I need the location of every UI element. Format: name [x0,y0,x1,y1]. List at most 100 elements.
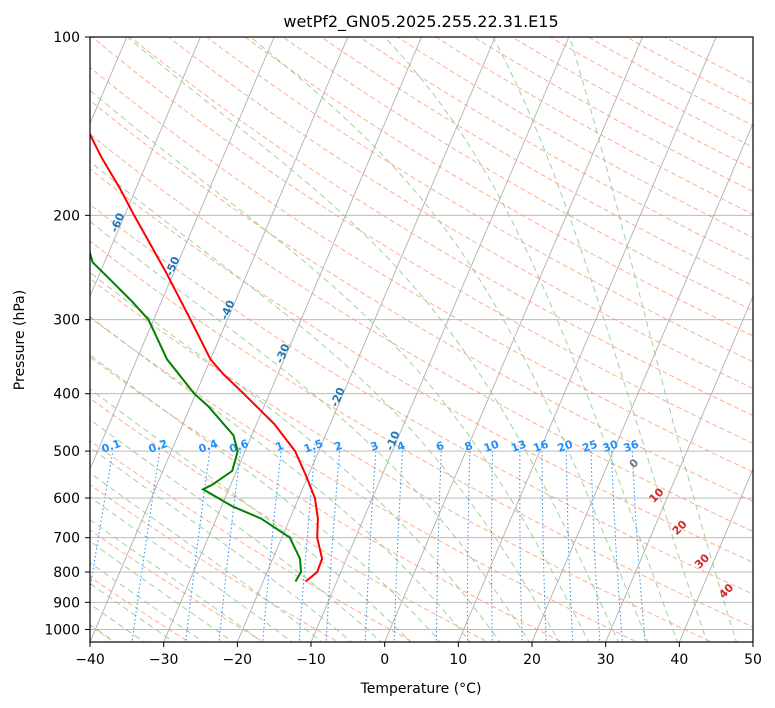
mixing-ratio-label: 13 [509,438,528,455]
mixing-ratio-line [364,451,377,642]
y-tick-label: 200 [53,208,80,224]
mixing-ratio-label: 36 [622,438,641,456]
mixing-ratio-line [491,451,494,642]
isotherm-line [384,37,643,642]
y-tick-label: 300 [53,313,80,329]
mixing-ratio-label: 10 [482,438,501,456]
moist-adiabat-label: 30 [692,551,712,571]
moist-adiabat-label: 40 [716,581,736,601]
profile-lines [90,132,324,583]
isotherm-line [752,640,753,642]
y-tick-label: 800 [53,565,80,581]
mixing-ratio-line [435,451,442,642]
dewpoint-profile-line [90,249,303,583]
x-tick-label: 30 [597,652,615,668]
moist-adiabat-line [90,446,353,642]
dry-adiabat-line [90,397,489,642]
mixing-ratio-label: 30 [601,438,620,456]
x-axis-label: Temperature (°C) [360,681,482,697]
x-tick-label: 40 [670,652,688,668]
mixing-ratio-line [590,451,601,642]
mixing-ratio-label: 25 [580,438,599,455]
y-tick-label: 900 [53,595,80,611]
dry-adiabat-line [549,37,753,148]
x-tick-label: 20 [523,652,541,668]
y-axis-ticks: 100 200 300 400 500 600 700 800 900 1000 [44,30,90,638]
dry-adiabat-line [320,37,753,287]
mixing-ratio-line [218,451,241,642]
mixing-ratio-label: 1.5 [302,437,325,456]
mixing-ratio-label: 4 [395,439,407,454]
y-tick-label: 1000 [44,622,80,638]
mixing-ratio-label: 0.4 [197,437,220,456]
x-tick-label: 50 [744,652,762,668]
mixing-ratio-label: 2 [332,439,344,454]
y-axis-label: Pressure (hPa) [12,290,28,390]
moist-adiabat-label: 0 [627,456,642,471]
isotherm-line [90,37,201,298]
mixing-ratio-line [185,451,211,642]
isotherm-line [90,37,349,642]
dry-adiabat-line [90,576,190,642]
moist-adiabat-line [127,37,619,642]
moist-adiabat-line [569,37,738,642]
isotherm-line [678,467,753,642]
moist-adiabat-line [90,388,412,642]
x-tick-label: −10 [296,652,326,668]
moist-adiabat-line [90,220,531,642]
x-axis-ticks: −40 −30 −20 −10 0 10 20 30 40 50 [75,642,762,668]
dry-adiabat-line [587,37,753,127]
dry-adiabat-line [90,356,564,642]
dry-adiabat-line [90,278,713,642]
isotherm-line [163,37,422,642]
mixing-ratio-line [565,451,574,642]
mixing-ratio-label: 1 [274,439,286,454]
mixing-ratio-label: 0.6 [228,437,251,456]
x-tick-label: −40 [75,652,105,668]
y-tick-label: 600 [53,491,80,507]
y-tick-label: 100 [53,30,80,46]
moist-adiabat-line [90,315,471,642]
isotherm-line [90,37,275,471]
moist-adiabat-label: 10 [647,485,667,505]
isotherm-line [457,37,717,642]
moist-adiabat-line [90,160,560,642]
mixing-ratio-line [519,451,523,642]
dry-adiabat-line [90,133,753,533]
dry-adiabat-line [167,37,753,389]
y-tick-label: 400 [53,387,80,403]
chart-title: wetPf2_GN05.2025.255.22.31.E15 [283,12,558,32]
mixing-ratio-line [393,451,403,642]
mixing-ratio-label: 8 [463,439,475,454]
mixing-ratio-label: 3 [369,439,381,454]
moist-adiabat-line [90,519,264,642]
mixing-ratio-line [325,451,341,642]
moist-adiabat-line [384,37,678,642]
mixing-ratio-label: 0.1 [100,437,123,456]
dry-adiabat-line [90,66,753,473]
x-tick-label: −30 [149,652,179,668]
dry-adiabat-line [511,37,753,170]
dry-adiabat-line [90,203,753,595]
dry-adiabat-line [90,440,414,642]
moist-adiabat-line [90,354,442,642]
plot-frame [89,36,754,643]
mixing-ratio-line [131,451,161,642]
moist-adiabat-label: 20 [670,517,690,537]
dry-adiabat-line [244,37,753,337]
isotherm-line [310,37,570,642]
dry-adiabat-line [358,37,753,263]
dry-adiabat-line [472,37,753,193]
dry-adiabat-line [91,37,753,445]
mixing-ratio-label: 20 [556,438,575,456]
isotherm-line [605,295,753,642]
x-tick-label: 0 [380,652,389,668]
mixing-ratio-label: 0.2 [147,437,170,456]
mixing-ratio-label: 16 [531,438,550,456]
isotherm-label: -80 [0,123,17,147]
y-tick-label: 500 [53,444,80,460]
moist-adiabat-line [90,472,323,642]
dry-adiabat-line [90,240,753,628]
isotherm-label: -70 [53,167,73,191]
